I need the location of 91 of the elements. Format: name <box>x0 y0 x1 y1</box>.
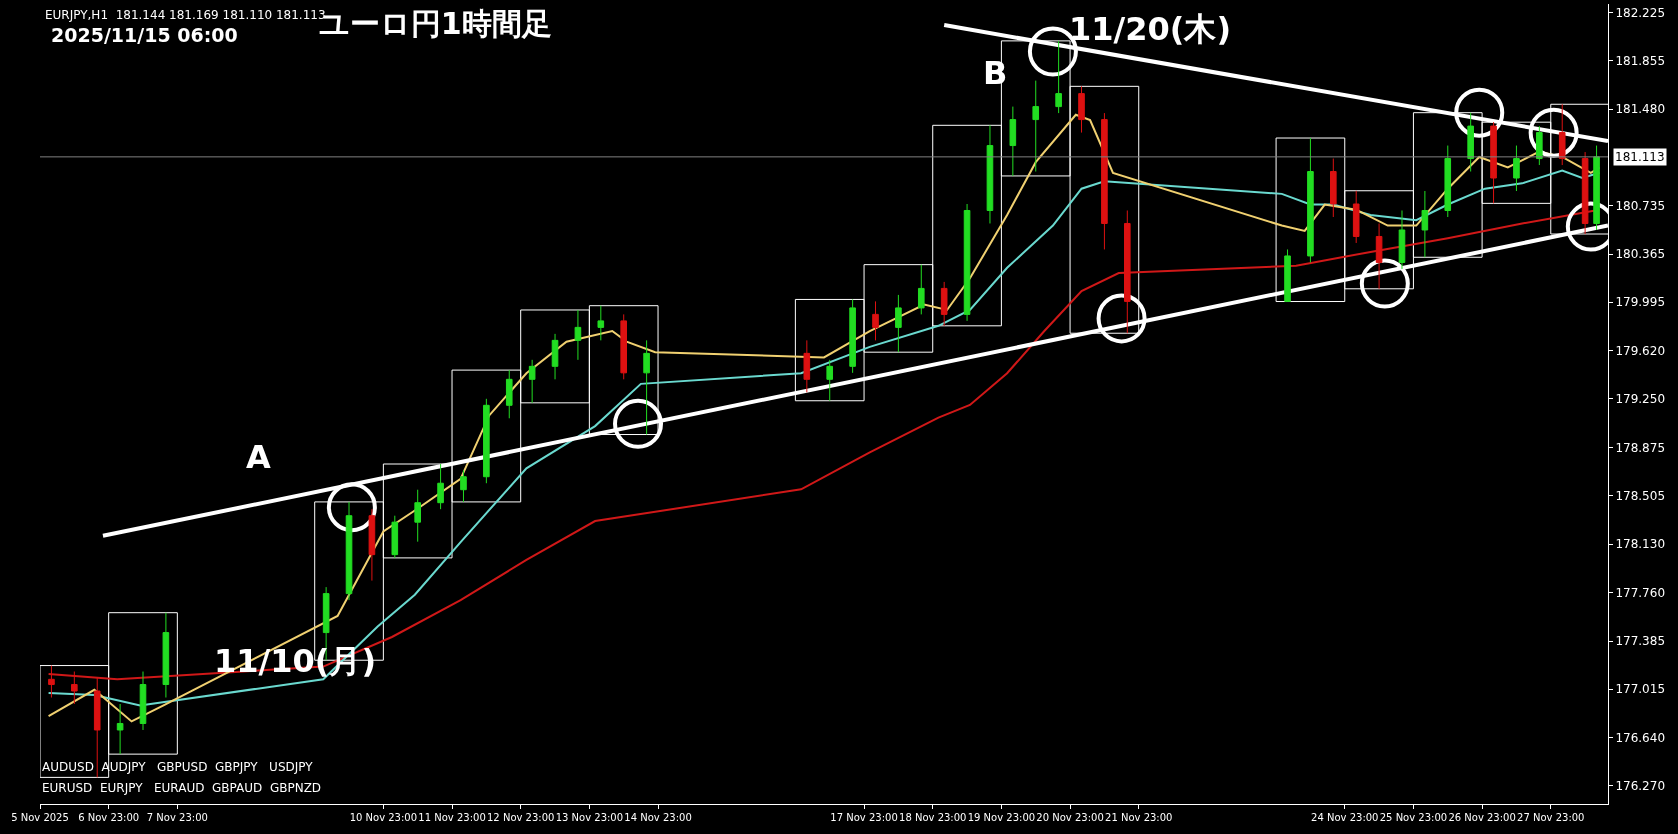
annotation: 11/20(木) <box>1069 10 1231 48</box>
candlestick <box>986 124 994 224</box>
candlestick <box>71 671 78 705</box>
x-tick-label: 25 Nov 23:00 <box>1379 812 1448 823</box>
candlestick <box>1032 80 1040 173</box>
candlestick <box>1330 158 1337 218</box>
y-tick-label: 178.505 <box>1615 488 1666 503</box>
candlestick <box>1352 190 1360 244</box>
candlestick <box>162 612 170 699</box>
x-tick-label: 17 Nov 23:00 <box>830 812 898 823</box>
y-tick-label: 177.385 <box>1615 634 1666 649</box>
y-tick-label: 179.620 <box>1615 343 1666 358</box>
candlestick <box>345 501 353 601</box>
x-tick-label: 10 Nov 23:00 <box>349 812 418 823</box>
point <box>613 398 664 449</box>
candlestick <box>414 489 421 543</box>
x-tick-label: 18 Nov 23:00 <box>899 812 967 823</box>
candlestick <box>1009 106 1017 177</box>
y-tick-label: 180.735 <box>1615 199 1666 214</box>
point <box>1096 293 1147 344</box>
y-tick-label: 177.015 <box>1615 682 1666 697</box>
candlestick <box>1055 40 1062 114</box>
x-tick-label: 26 Nov 23:00 <box>1448 812 1516 823</box>
candlestick <box>1593 145 1600 231</box>
candlestick <box>505 369 513 419</box>
candlestick <box>1078 85 1085 134</box>
point <box>1359 258 1410 309</box>
annotation: A <box>246 438 271 476</box>
candlestick <box>826 359 834 402</box>
candlestick <box>1101 112 1108 250</box>
candlestick <box>917 264 925 315</box>
candlestick <box>1467 112 1474 173</box>
candlestick <box>872 300 879 341</box>
x-tick-label: 21 Nov 23:00 <box>1105 812 1173 823</box>
x-tick-label: 24 Nov 23:00 <box>1311 812 1379 823</box>
y-tick-label: 176.270 <box>1615 779 1666 794</box>
candlestick <box>1513 145 1520 192</box>
candlestick <box>1307 137 1314 263</box>
candlestick <box>1398 209 1406 270</box>
x-tick-label: 13 Nov 23:00 <box>555 812 624 823</box>
y-tick-label: 179.250 <box>1615 392 1666 407</box>
candlestick <box>551 333 559 380</box>
candlestick <box>1581 151 1589 235</box>
x-tick-label: 27 Nov 23:00 <box>1517 812 1585 823</box>
candlestick <box>93 677 101 778</box>
annotation: 2025/11/15 06:00 <box>51 24 238 46</box>
candlestick <box>1421 190 1429 258</box>
x-tick-label: 7 Nov 23:00 <box>146 812 208 823</box>
x-tick-label: 12 Nov 23:00 <box>486 812 555 823</box>
candlestick <box>620 313 628 380</box>
candlestick <box>437 463 444 510</box>
y-tick-label: 179.995 <box>1615 295 1666 310</box>
y-tick-label: 181.855 <box>1615 53 1666 68</box>
candlestick <box>391 515 399 559</box>
y-tick-label: 178.130 <box>1615 537 1666 552</box>
y-tick-label: 177.760 <box>1615 585 1666 600</box>
x-tick-label: 20 Nov 23:00 <box>1036 812 1104 823</box>
candlestick <box>1536 125 1543 166</box>
x-tick-label: 14 Nov 23:00 <box>624 812 692 823</box>
x-tick-label: 19 Nov 23:00 <box>967 812 1036 823</box>
candlestick <box>895 294 902 353</box>
y-tick-label: 180.365 <box>1615 247 1666 262</box>
x-tick-label: 6 Nov 23:00 <box>78 812 140 823</box>
x-tick-label: 11 Nov 23:00 <box>418 812 486 823</box>
candlestick <box>963 203 971 322</box>
candlestick <box>460 469 467 503</box>
candlestick <box>139 671 147 731</box>
ref-line-label: 181.113 <box>1615 150 1665 164</box>
candlestick <box>940 281 948 327</box>
candlestick <box>368 508 376 582</box>
candlestick <box>849 298 856 374</box>
y-tick-label: 182.225 <box>1615 5 1666 20</box>
y-tick-label: 178.875 <box>1615 440 1666 455</box>
y-tick-label: 181.480 <box>1615 102 1666 117</box>
candlestick <box>1284 248 1291 303</box>
candlestick <box>597 305 605 341</box>
candlestick <box>1558 103 1566 166</box>
candlestick <box>483 398 490 484</box>
candlestick <box>1490 121 1497 204</box>
candlestick <box>1375 222 1383 290</box>
candlestick <box>1444 145 1452 218</box>
candlestick <box>48 665 55 699</box>
candlestick <box>643 339 650 436</box>
candlestick <box>1124 209 1131 334</box>
candlestick <box>803 339 811 393</box>
x-tick-label: 5 Nov 2025 <box>11 812 69 823</box>
y-tick-label: 176.640 <box>1615 730 1666 745</box>
candlestick <box>528 359 536 404</box>
candlestick <box>574 309 582 361</box>
candlestick <box>116 703 124 755</box>
annotation: EURUSD EURJPY EURAUD GBPAUD GBPNZD <box>42 781 322 795</box>
